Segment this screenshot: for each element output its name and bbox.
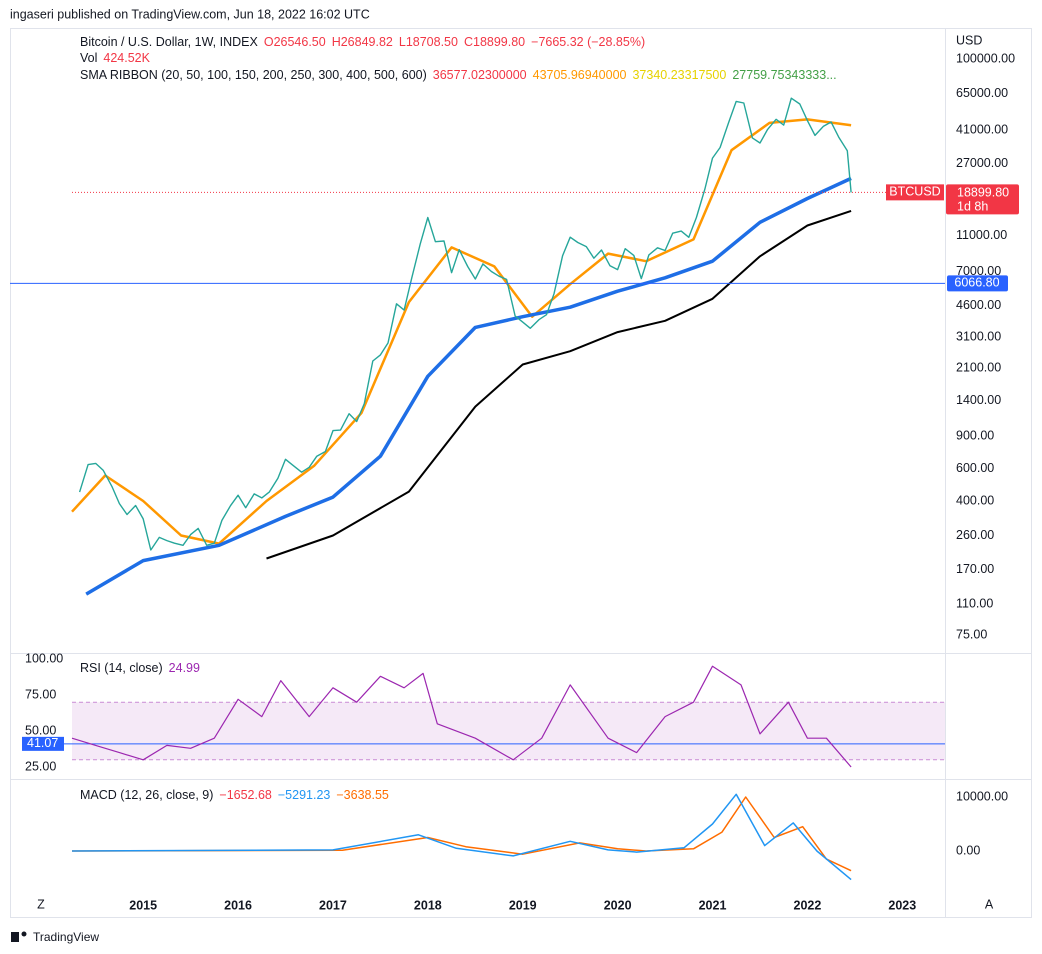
series-line [71,793,852,881]
sma-value: 36577.02300000 [433,68,527,82]
symbol-legend: Bitcoin / U.S. Dollar, 1W, INDEX O26546.5… [80,35,645,49]
x-tick-label: 2015 [129,898,157,912]
y-tick-label: 100000.00 [956,51,1015,65]
x-tick-label: 2018 [414,898,442,912]
rsi-crosshair-label: 41.07 [27,736,58,750]
macd-title: MACD (12, 26, close, 9) [80,788,213,802]
y-tick-label: 900.00 [956,428,994,442]
change: −7665.32 (−28.85%) [531,35,645,49]
rsi-crosshair-box [22,736,64,751]
rsi-tick-label: 100.00 [25,651,63,665]
x-tick-label: 2023 [888,898,916,912]
low: L18708.50 [399,35,458,49]
last-price-box [946,184,1019,215]
y-tick-label: 1400.00 [956,393,1001,407]
y-tick-label: 170.00 [956,562,994,576]
sma-legend: SMA RIBBON (20, 50, 100, 150, 200, 250, … [80,68,837,82]
macd-tick-label: 0.00 [956,843,980,857]
rsi-tick-label: 25.00 [25,759,56,773]
close: C18899.80 [464,35,525,49]
rsi-tick-label: 75.00 [25,687,56,701]
macd-value: −5291.23 [278,788,331,802]
vol-value: 424.52K [103,51,150,65]
tradingview-logo: TradingView [11,930,99,944]
rsi-band [72,702,945,760]
x-tick-label: 2021 [699,898,727,912]
symbol: Bitcoin / U.S. Dollar, 1W, INDEX [80,35,258,49]
x-tick-label: 2019 [509,898,537,912]
y-tick-label: 110.00 [956,597,993,611]
rsi-legend: RSI (14, close) 24.99 [80,661,200,675]
x-tick-label: 2022 [794,898,822,912]
series-line [71,796,852,872]
sma-value: 27759.75343333... [732,68,836,82]
macd-hist-value: −1652.68 [219,788,272,802]
rsi-title: RSI (14, close) [80,661,163,675]
x-tick-label: 2020 [604,898,632,912]
series-line [71,665,852,768]
sma-label: SMA RIBBON (20, 50, 100, 150, 200, 250, … [80,68,427,82]
price-label-box [947,275,1008,292]
series-line [266,209,852,560]
sma-value: 43705.96940000 [533,68,627,82]
symbol-label: BTCUSD [889,185,940,199]
currency: USD [956,33,982,47]
sma-value: 37340.23317500 [632,68,726,82]
series-line [85,176,852,596]
open: O26546.50 [264,35,326,49]
x-tick-label: 2016 [224,898,252,912]
y-tick-label: 3100.00 [956,329,1001,343]
scale-button[interactable]: Z [37,897,45,911]
y-tick-label: 4600.00 [956,298,1001,312]
series-line [71,118,852,545]
vol-label: Vol [80,51,97,65]
auto-scale-button[interactable]: A [985,897,994,911]
macd-legend: MACD (12, 26, close, 9) −1652.68 −5291.23−… [80,788,389,802]
brand: TradingView [33,930,99,944]
y-tick-label: 75.00 [956,627,987,641]
signal-value: −3638.55 [336,788,389,802]
price-label: 6066.80 [954,276,999,290]
frame [10,28,1032,918]
y-tick-label: 7000.00 [956,264,1001,278]
vol-legend: Vol 424.52K [80,51,151,65]
y-tick-label: 41000.00 [956,123,1008,137]
rsi-value: 24.99 [169,661,200,675]
macd-tick-label: 10000.00 [956,789,1008,803]
series-line [78,97,852,551]
y-tick-label: 65000.00 [956,86,1008,100]
countdown-label: 1d 8h [957,200,988,214]
y-tick-label: 600.00 [956,461,994,475]
high: H26849.82 [332,35,393,49]
y-tick-label: 400.00 [956,493,994,507]
y-tick-label: 2100.00 [956,361,1001,375]
y-tick-label: 27000.00 [956,156,1008,170]
rsi-tick-label: 50.00 [25,723,56,737]
symbol-box [886,184,944,201]
y-tick-label: 11000.00 [956,228,1007,242]
publisher: ingaseri published on TradingView.com, J… [10,7,370,21]
y-tick-label: 260.00 [956,528,994,542]
last-price-label: 18899.80 [957,186,1009,200]
x-tick-label: 2017 [319,898,347,912]
